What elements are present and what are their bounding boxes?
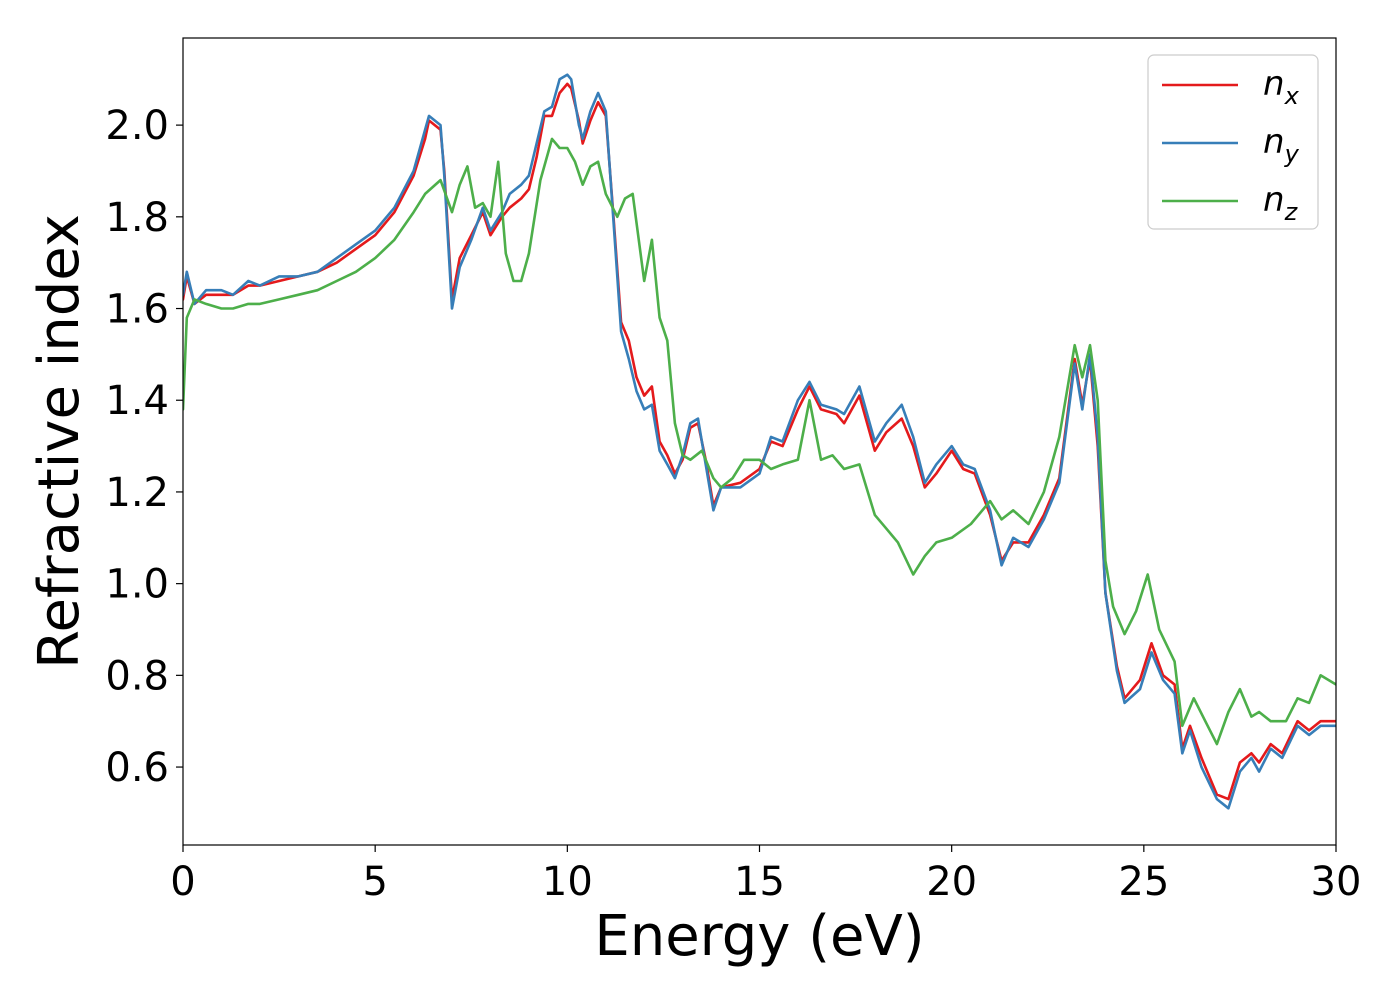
x-axis-ticks: 0 5 10 15 20 25 30 (170, 845, 1361, 905)
series-line-z (183, 137, 1336, 746)
x-tick-label: 5 (362, 859, 387, 905)
series-layer (183, 73, 1336, 810)
legend-label-sub: z (1284, 198, 1299, 226)
y-axis-label: Refractive index (27, 214, 92, 669)
y-axis-ticks: 0.6 0.8 1.0 1.2 1.4 1.6 1.8 2.0 (105, 103, 183, 791)
legend-label-y: ny (1263, 122, 1300, 168)
x-tick-label: 25 (1118, 859, 1169, 905)
y-tick-label: 2.0 (105, 103, 169, 149)
legend-label-sub: y (1284, 140, 1300, 168)
x-tick-label: 15 (734, 859, 785, 905)
y-tick-label: 0.6 (105, 745, 169, 791)
legend-label-main: n (1263, 64, 1285, 104)
x-axis-label: Energy (eV) (594, 904, 924, 969)
x-tick-label: 30 (1311, 859, 1362, 905)
series-line-y (183, 73, 1336, 810)
legend-label-main: n (1263, 122, 1285, 162)
x-tick-label: 0 (170, 859, 195, 905)
legend-label-sub: x (1284, 82, 1300, 110)
y-tick-label: 1.8 (105, 195, 169, 241)
legend-label-x: nx (1263, 64, 1300, 110)
y-tick-label: 1.4 (105, 378, 169, 424)
legend-label-main: n (1263, 180, 1285, 220)
y-tick-label: 1.2 (105, 470, 169, 516)
y-tick-label: 0.8 (105, 653, 169, 699)
y-tick-label: 1.6 (105, 287, 169, 333)
legend-label-z: nz (1263, 180, 1299, 226)
x-tick-label: 10 (542, 859, 593, 905)
x-tick-label: 20 (926, 859, 977, 905)
y-tick-label: 1.0 (105, 562, 169, 608)
